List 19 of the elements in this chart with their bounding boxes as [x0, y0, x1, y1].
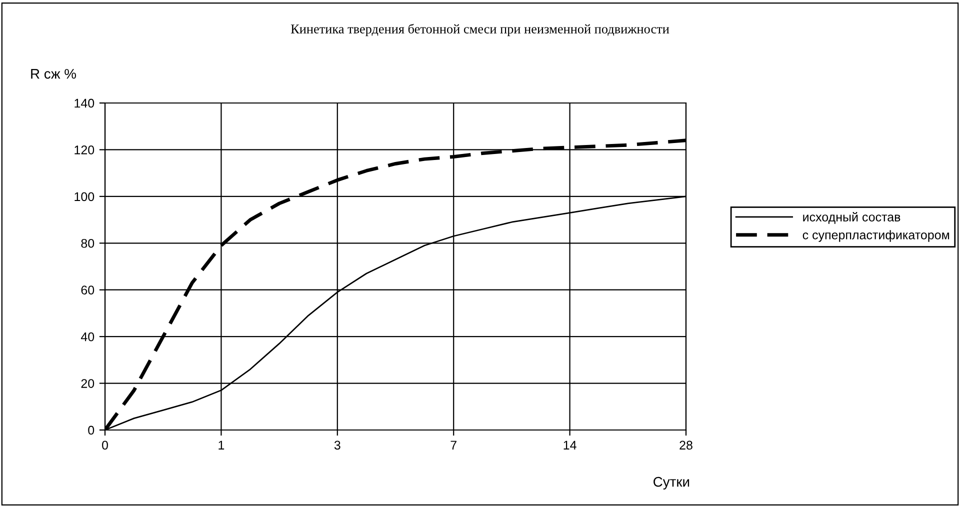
x-tick-label: 0: [102, 440, 108, 450]
x-axis-title: Сутки: [654, 476, 690, 490]
y-tick-label: 140: [74, 98, 94, 108]
y-tick-label: 80: [81, 238, 94, 248]
y-axis-title: R сж %: [31, 68, 76, 79]
y-tick-label: 0: [88, 426, 94, 435]
y-tick-label: 40: [80, 332, 94, 342]
chart-title: Кинетика твердения бетонной смеси при неизменной подвижности: [290, 24, 670, 36]
y-tick-label: 60: [81, 286, 94, 295]
legend-label: исходный состав: [803, 212, 900, 224]
x-tick-label: 28: [680, 440, 692, 450]
x-tick-label: 3: [334, 440, 340, 450]
x-tick-label: 1: [218, 440, 224, 450]
x-tick-label: 14: [564, 440, 576, 450]
y-tick-label: 20: [81, 379, 94, 388]
y-tick-label: 100: [74, 192, 94, 202]
y-tick-label: 120: [74, 146, 94, 154]
x-tick-label: 7: [450, 440, 456, 450]
legend-label: с суперпластификатором: [802, 230, 950, 242]
